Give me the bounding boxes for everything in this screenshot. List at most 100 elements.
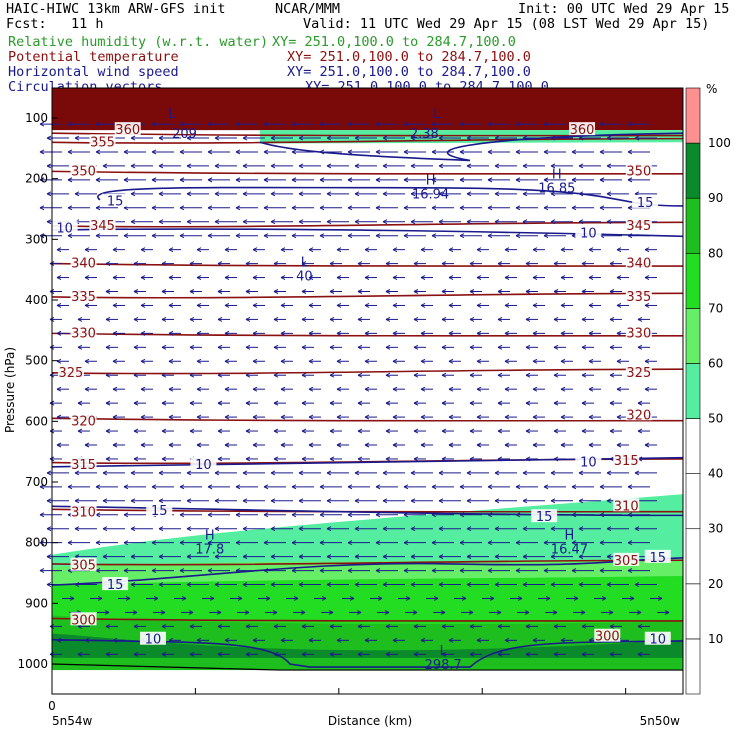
- vector-arrow-head: [468, 609, 474, 615]
- y-tick-label: 200: [25, 172, 48, 186]
- vector-arrow-head: [588, 303, 594, 308]
- vector-arrow-head: [357, 316, 363, 322]
- vector-arrow-head: [301, 344, 307, 350]
- vector-arrow-head: [95, 177, 101, 183]
- y-tick-label: 1000: [17, 657, 48, 671]
- vector-arrow-head: [644, 358, 650, 364]
- vector-arrow-head: [616, 442, 622, 448]
- theta-label: 360: [570, 123, 595, 138]
- vector-arrow-head: [560, 358, 566, 364]
- vector-arrow-head: [532, 386, 538, 392]
- vector-arrow-head: [245, 651, 251, 657]
- vector-arrow-head: [270, 498, 276, 504]
- vector-arrow-head: [459, 205, 465, 211]
- vector-arrow-head: [130, 582, 136, 587]
- vector-arrow-head: [179, 149, 185, 155]
- vector-arrow-head: [664, 609, 670, 615]
- vector-arrow-head: [580, 609, 586, 615]
- vector-arrow-head: [494, 470, 500, 476]
- wind-label-bg: [102, 577, 129, 591]
- vector-arrow-head: [413, 651, 419, 657]
- wind-contour: [97, 186, 684, 207]
- vector-arrow-head: [515, 540, 521, 546]
- vector-arrow-head: [273, 261, 279, 267]
- vector-arrow-head: [392, 414, 398, 420]
- vector-arrow-head: [140, 330, 146, 336]
- theta-contour: [51, 617, 684, 622]
- vector-arrow-head: [133, 456, 139, 462]
- vector-arrow-head: [494, 582, 500, 587]
- vector-arrow-head: [382, 135, 388, 141]
- vector-arrow-head: [84, 303, 90, 308]
- vector-arrow-head: [186, 498, 192, 504]
- vector-arrow-head: [466, 470, 472, 476]
- vector-arrow-head: [581, 400, 587, 406]
- vector-arrow-head: [217, 428, 223, 434]
- vector-arrow-head: [168, 330, 174, 336]
- vector-arrow-head: [553, 400, 559, 406]
- vector-arrow-head: [599, 205, 605, 211]
- vector-arrow-head: [487, 540, 493, 546]
- theta-label-bg: [594, 628, 621, 642]
- vector-arrow-head: [461, 596, 467, 601]
- extremum-value: 16.85: [538, 182, 575, 197]
- vector-arrow-head: [581, 316, 587, 322]
- vector-arrow-head: [413, 428, 419, 434]
- vector-arrow-head: [627, 540, 633, 546]
- vector-arrow-head: [431, 149, 437, 155]
- vector-arrow-head: [441, 623, 447, 629]
- y-tick-label: 300: [25, 232, 48, 246]
- vector-arrow-head: [161, 400, 167, 406]
- colorbar-swatch: [685, 197, 701, 254]
- vector-arrow-head: [245, 289, 251, 294]
- forecast-hour: Fcst: 11 h: [6, 16, 104, 32]
- vector-arrow-head: [494, 163, 500, 169]
- vector-arrow-head: [46, 163, 52, 169]
- vector-arrow-head: [326, 135, 332, 141]
- vector-arrow-head: [354, 498, 360, 504]
- vector-arrow-head: [382, 470, 388, 476]
- vector-arrow-head: [321, 596, 327, 601]
- vector-arrow-head: [273, 344, 279, 350]
- vector-arrow-head: [272, 609, 278, 615]
- vector-arrow-head: [273, 316, 279, 322]
- vector-arrow-head: [364, 247, 370, 253]
- vector-arrow-head: [476, 358, 482, 364]
- vector-arrow-head: [578, 582, 584, 587]
- colorbar-level-label: 90: [708, 191, 723, 205]
- vector-arrow-head: [364, 637, 370, 643]
- theta-label-bg: [70, 163, 97, 177]
- vector-arrow-head: [196, 330, 202, 336]
- colorbar-level-label: 80: [708, 246, 723, 260]
- vector-arrow-head: [525, 261, 531, 267]
- vector-arrow-head: [627, 512, 633, 518]
- vector-arrow-head: [168, 358, 174, 364]
- vector-arrow-head: [487, 121, 493, 127]
- vector-arrow-head: [581, 623, 587, 629]
- vector-arrow-head: [298, 135, 304, 141]
- vector-arrow-head: [448, 330, 454, 336]
- vector-arrow-head: [448, 303, 454, 308]
- vector-arrow-head: [151, 484, 157, 490]
- vector-arrow-head: [207, 121, 213, 127]
- vector-arrow-head: [112, 303, 118, 308]
- vector-arrow-head: [466, 554, 472, 560]
- vector-arrow-head: [515, 484, 521, 490]
- valid-time: Valid: 11 UTC Wed 29 Apr 15 (08 LST Wed …: [303, 16, 710, 32]
- colorbar-swatch: [685, 142, 701, 199]
- theta-label-bg: [114, 122, 141, 136]
- vector-arrow-head: [636, 609, 642, 615]
- vector-arrow-head: [308, 414, 314, 420]
- y-axis-title: Pressure (hPa): [3, 347, 17, 433]
- vector-arrow-head: [161, 428, 167, 434]
- vector-arrow-head: [438, 470, 444, 476]
- vector-arrow-head: [644, 247, 650, 253]
- vector-arrow-head: [308, 442, 314, 448]
- vector-arrow-head: [413, 289, 419, 294]
- y-tick-label: 700: [25, 475, 48, 489]
- vector-arrow-head: [487, 233, 493, 239]
- vector-arrow-head: [578, 219, 584, 225]
- vector-arrow-head: [235, 484, 241, 490]
- wind-label: 15: [536, 510, 553, 525]
- theta-label-bg: [625, 364, 652, 378]
